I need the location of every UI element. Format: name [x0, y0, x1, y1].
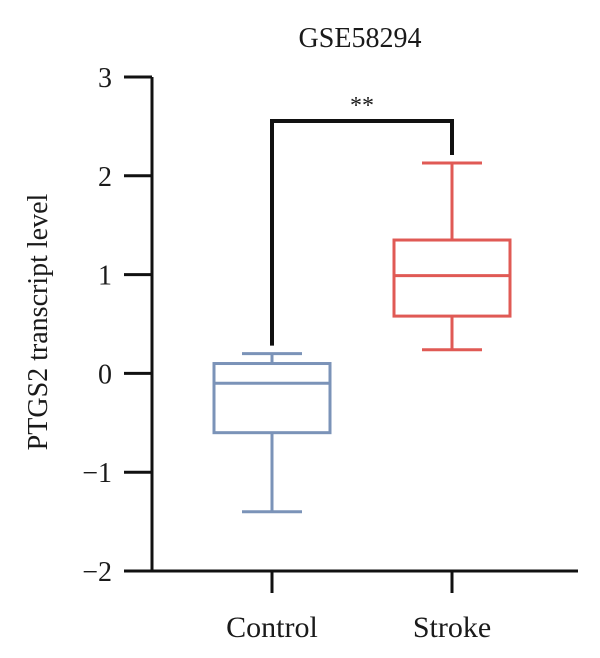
- chart-title: GSE58294: [299, 23, 422, 54]
- box-iqr: [212, 362, 332, 435]
- y-tick-label: 1: [98, 261, 112, 292]
- y-tick-label: −1: [82, 458, 112, 489]
- axes: 3 2 1 0 −1 −2 Control Stroke: [82, 63, 578, 644]
- significance-label: **: [350, 93, 374, 119]
- bracket-line: [270, 119, 454, 346]
- y-tick-label: 0: [98, 359, 112, 390]
- y-tick-label: 3: [98, 63, 112, 94]
- x-category-label: Control: [226, 611, 318, 644]
- x-category-label: Stroke: [413, 611, 491, 644]
- box-iqr: [392, 238, 512, 318]
- y-tick-label: −2: [82, 557, 112, 588]
- box-group: [212, 161, 512, 514]
- y-axis-label: PTGS2 transcript level: [23, 193, 54, 450]
- significance-bracket: **: [270, 93, 454, 346]
- box-stroke: [392, 161, 512, 352]
- y-tick-label: 2: [98, 162, 112, 193]
- box-control: [212, 352, 332, 514]
